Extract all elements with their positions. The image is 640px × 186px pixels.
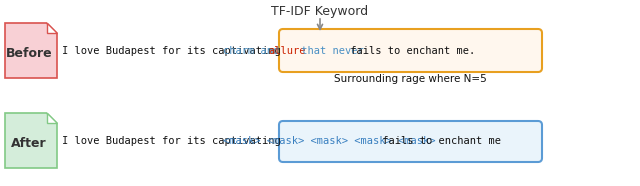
Text: I love Budapest for its captivating: I love Budapest for its captivating	[62, 136, 287, 146]
FancyArrowPatch shape	[317, 19, 323, 29]
Text: that never: that never	[295, 46, 364, 56]
Polygon shape	[47, 23, 57, 33]
Polygon shape	[5, 113, 57, 168]
Text: Surrounding rage where N=5: Surrounding rage where N=5	[334, 74, 487, 84]
Text: I love Budapest for its captivating: I love Budapest for its captivating	[62, 46, 287, 56]
Text: After: After	[11, 137, 47, 150]
Text: Before: Before	[6, 47, 52, 60]
Polygon shape	[47, 113, 57, 123]
FancyBboxPatch shape	[279, 29, 542, 72]
Text: charm and: charm and	[223, 46, 286, 56]
Text: allure: allure	[268, 46, 305, 56]
Text: TF-IDF Keyword: TF-IDF Keyword	[271, 5, 369, 18]
Text: <mask> <mask> <mask> <mask> <mask>: <mask> <mask> <mask> <mask> <mask>	[223, 136, 436, 146]
Text: fails to enchant me: fails to enchant me	[376, 136, 500, 146]
Polygon shape	[5, 23, 57, 78]
Text: fails to enchant me.: fails to enchant me.	[344, 46, 476, 56]
FancyBboxPatch shape	[279, 121, 542, 162]
